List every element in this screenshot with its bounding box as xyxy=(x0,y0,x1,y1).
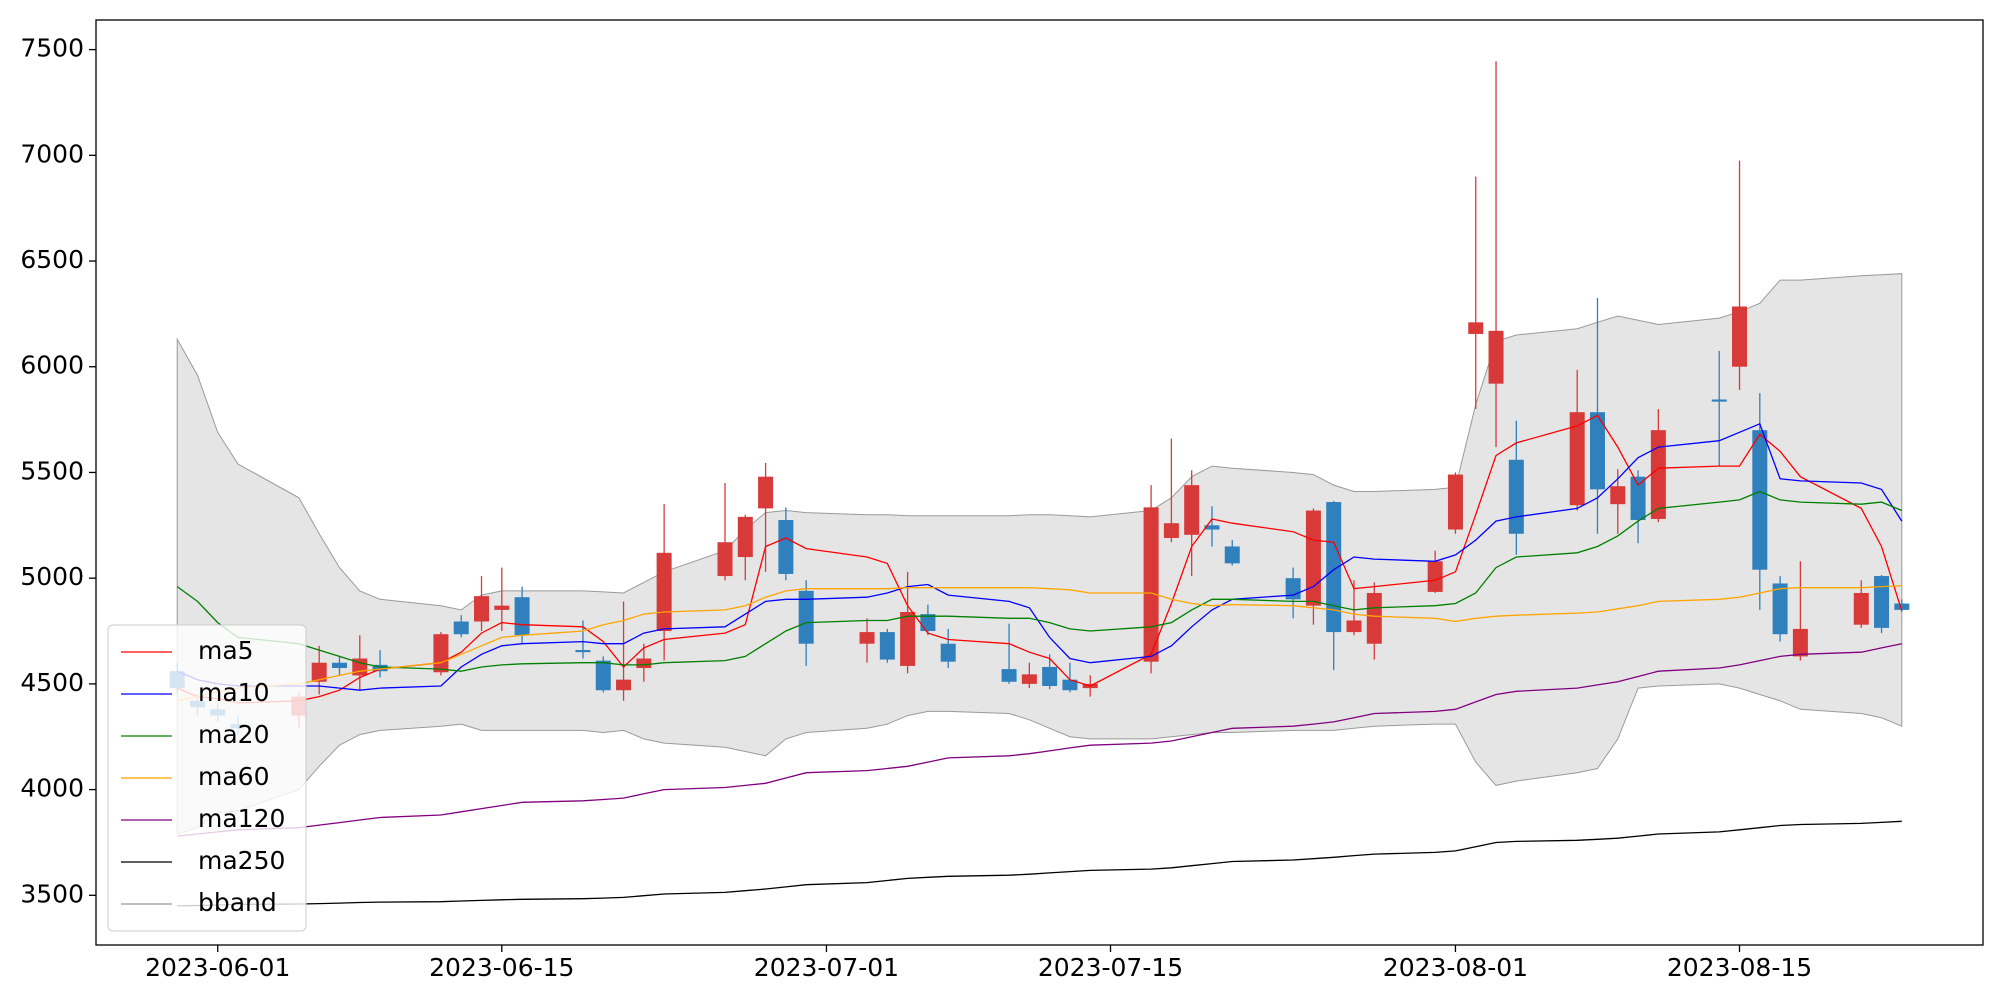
candle-body xyxy=(1326,502,1342,633)
candle-body xyxy=(778,520,794,574)
candle-body xyxy=(798,590,814,644)
candle-body xyxy=(1792,628,1808,657)
candle-body xyxy=(717,542,733,577)
candle-body xyxy=(1630,476,1646,521)
candle-body xyxy=(575,650,591,653)
candle-body xyxy=(758,476,774,509)
candle-body xyxy=(1305,510,1321,606)
candle-body xyxy=(1711,399,1727,402)
legend-label: ma60 xyxy=(198,762,269,791)
legend-label: ma5 xyxy=(198,636,254,665)
candle-body xyxy=(372,664,388,672)
ma-line xyxy=(176,490,1903,672)
y-tick-label: 5000 xyxy=(20,562,84,591)
candle-body xyxy=(1163,523,1179,538)
candle-body xyxy=(1610,486,1626,505)
ma-line xyxy=(176,414,1903,704)
candle-body xyxy=(1204,525,1220,530)
x-tick-label: 2023-07-01 xyxy=(754,953,899,982)
candle-body xyxy=(474,596,490,622)
ma-line xyxy=(177,643,1902,837)
candle-body xyxy=(1062,679,1078,691)
y-tick-label: 6000 xyxy=(20,351,84,380)
y-tick-label: 4000 xyxy=(20,774,84,803)
x-tick-label: 2023-08-01 xyxy=(1383,953,1528,982)
candle-body xyxy=(311,662,327,682)
y-tick-label: 7500 xyxy=(20,34,84,63)
y-tick-label: 3500 xyxy=(20,879,84,908)
candle-body xyxy=(1853,592,1869,625)
legend-label: ma10 xyxy=(198,678,269,707)
candle-body xyxy=(1589,412,1605,490)
candle-body xyxy=(1447,474,1463,530)
legend-label: ma250 xyxy=(198,846,285,875)
candle-body xyxy=(616,679,632,691)
candle-body xyxy=(1569,412,1585,506)
legend: ma5 ma10 ma20 ma60 ma120 ma250 bband xyxy=(107,624,307,932)
y-tick-label: 4500 xyxy=(20,668,84,697)
candle-body xyxy=(494,605,510,610)
candle-body xyxy=(1650,430,1666,519)
y-tick-label: 6500 xyxy=(20,245,84,274)
x-tick-label: 2023-06-01 xyxy=(145,953,290,982)
legend-label: ma20 xyxy=(198,720,269,749)
candle-body xyxy=(1732,306,1748,367)
candle-body xyxy=(453,621,469,635)
candle-body xyxy=(1346,620,1362,633)
ma-line xyxy=(177,584,1902,702)
ma-line xyxy=(177,820,1902,907)
candle-body xyxy=(433,634,449,673)
candle-body xyxy=(1366,592,1382,644)
candle-body xyxy=(1143,507,1159,662)
candle-body xyxy=(1001,669,1017,682)
candle-body xyxy=(1427,561,1443,592)
y-tick-label: 7000 xyxy=(20,139,84,168)
candle-body xyxy=(1224,546,1240,564)
candle-body xyxy=(879,632,895,660)
candle-body xyxy=(514,597,530,636)
candle-body xyxy=(900,612,916,666)
candle-body xyxy=(1752,430,1768,570)
x-tick-label: 2023-06-15 xyxy=(429,953,574,982)
legend-label: bband xyxy=(198,888,277,917)
candle-body xyxy=(1772,583,1788,635)
candle-body xyxy=(595,660,611,691)
candle-body xyxy=(1285,578,1301,600)
candle-body xyxy=(737,516,753,558)
legend-label: ma120 xyxy=(198,804,285,833)
candle-body xyxy=(331,662,347,669)
candle-body xyxy=(1894,603,1910,610)
plot-frame xyxy=(95,19,1984,946)
candle-body xyxy=(1184,485,1200,535)
candle-body xyxy=(1042,666,1058,686)
x-tick-label: 2023-08-15 xyxy=(1667,953,1812,982)
candle-body xyxy=(1488,330,1504,384)
candle-body xyxy=(920,614,936,632)
candle-body xyxy=(636,658,652,669)
candle-body xyxy=(1508,459,1524,534)
candle-body xyxy=(1021,674,1037,684)
candle-body xyxy=(1874,576,1890,628)
bband-area xyxy=(176,273,1903,835)
x-tick-label: 2023-07-15 xyxy=(1038,953,1183,982)
candle-body xyxy=(656,552,672,632)
candle-body xyxy=(859,632,875,644)
legend-box xyxy=(107,624,307,932)
candle-body xyxy=(1468,322,1484,334)
y-tick-label: 5500 xyxy=(20,456,84,485)
ma-line xyxy=(176,422,1903,691)
candle-body xyxy=(940,643,956,662)
